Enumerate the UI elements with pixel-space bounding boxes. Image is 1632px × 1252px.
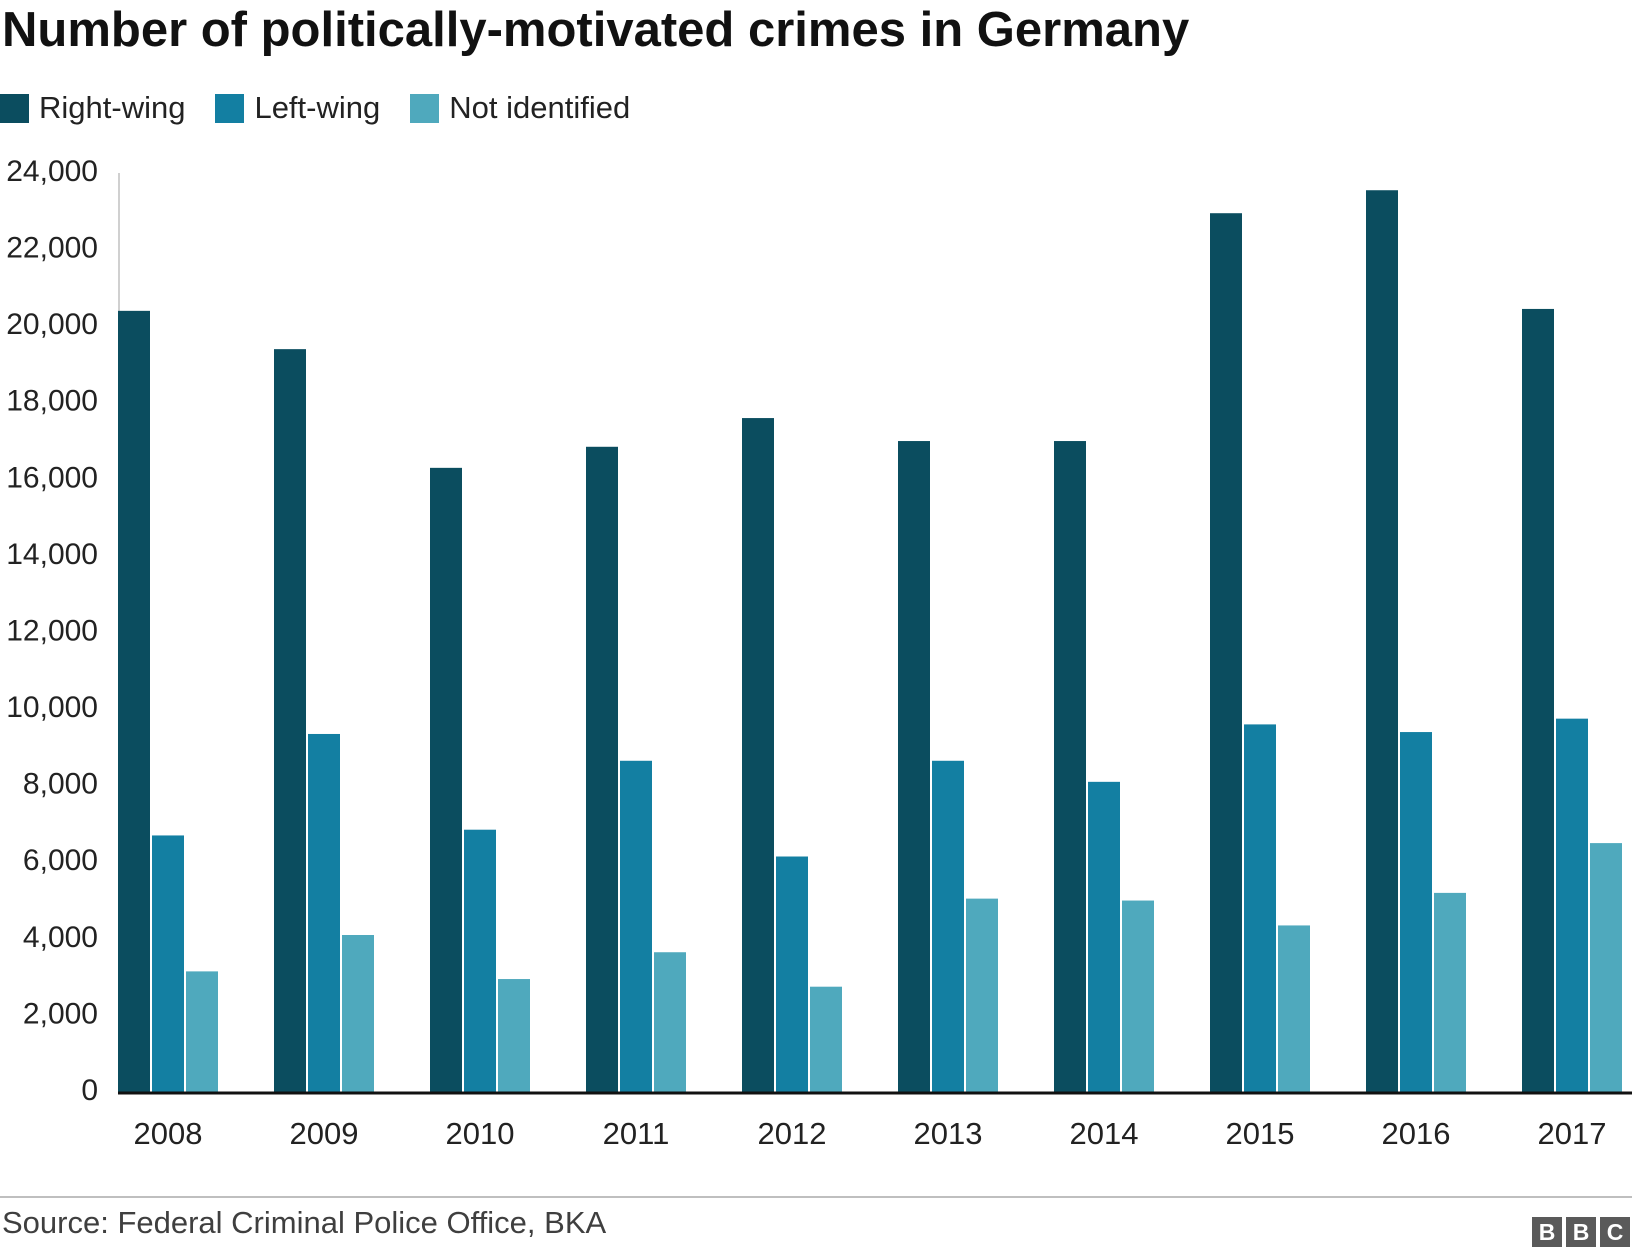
bar-left-wing-2010 [464,829,496,1092]
bar-right-wing-2008 [118,310,150,1093]
bar-not-identified-2013 [966,898,998,1092]
bar-right-wing-2014 [1054,441,1086,1093]
bar-left-wing-2012 [776,856,808,1092]
bar-not-identified-2017 [1590,843,1622,1092]
x-tick-label-2012: 2012 [758,1116,827,1151]
bar-right-wing-2017 [1522,308,1554,1092]
y-tick-label-0: 0 [81,1074,98,1107]
bar-right-wing-2016 [1366,190,1398,1092]
bbc-logo: B B C [1528,1217,1630,1247]
bar-right-wing-2012 [742,418,774,1093]
bar-left-wing-2013 [932,760,964,1092]
y-tick-label-24000: 24,000 [6,155,98,188]
bar-right-wing-2009 [274,349,306,1092]
bar-not-identified-2011 [654,952,686,1092]
source-note: Source: Federal Criminal Police Office, … [2,1205,607,1240]
bar-right-wing-2011 [586,446,618,1093]
x-tick-label-2016: 2016 [1382,1116,1451,1151]
x-tick-label-2013: 2013 [914,1116,983,1151]
bar-not-identified-2012 [810,986,842,1092]
y-tick-label-18000: 18,000 [6,385,98,418]
bbc-logo-block-1: B [1532,1217,1562,1247]
y-axis-ticks: 0 2,000 4,000 6,000 8,000 10,000 12,000 14,000 1… [6,155,98,1107]
x-axis-ticks: 2008 2009 2010 2011 2012 2013 2014 2015 2016 2017 [134,1116,1607,1151]
legend-swatch-left-wing [215,93,245,123]
y-tick-label-22000: 22,000 [6,232,98,265]
bar-right-wing-2015 [1210,213,1242,1093]
legend: Right-wing Left-wing Not identified [0,88,660,128]
y-tick-label-6000: 6,000 [23,844,98,877]
y-tick-label-10000: 10,000 [6,691,98,724]
bar-not-identified-2010 [498,979,530,1092]
bar-not-identified-2009 [342,935,374,1092]
y-tick-label-2000: 2,000 [23,997,98,1030]
bar-left-wing-2017 [1556,718,1588,1092]
bbc-logo-block-2: B [1566,1217,1596,1247]
legend-item-not-identified: Not identified [410,90,630,126]
bbc-logo-block-3: C [1600,1217,1630,1247]
legend-label-not-identified: Not identified [449,90,631,125]
bar-left-wing-2015 [1244,724,1276,1092]
legend-swatch-right-wing [0,93,29,123]
bar-left-wing-2014 [1088,781,1120,1092]
y-tick-label-14000: 14,000 [6,538,98,571]
bar-not-identified-2015 [1278,925,1310,1092]
x-tick-label-2014: 2014 [1070,1116,1139,1151]
bar-right-wing-2013 [898,441,930,1093]
y-tick-label-16000: 16,000 [6,461,98,494]
x-tick-label-2017: 2017 [1538,1116,1607,1151]
footer-divider [0,1196,1632,1198]
bar-not-identified-2008 [186,971,218,1092]
bar-right-wing-2010 [430,467,462,1092]
bar-left-wing-2011 [620,760,652,1092]
legend-item-left-wing: Left-wing [215,90,380,126]
legend-label-right-wing: Right-wing [39,90,186,125]
x-tick-label-2011: 2011 [603,1116,670,1151]
x-tick-label-2010: 2010 [446,1116,515,1151]
x-tick-label-2015: 2015 [1226,1116,1295,1151]
legend-item-right-wing: Right-wing [0,90,185,126]
chart-plot: 0 2,000 4,000 6,000 8,000 10,000 12,000 14,000 1… [6,155,1632,1151]
chart-title: Number of politically-motivated crimes i… [2,3,1190,57]
y-tick-label-20000: 20,000 [6,308,98,341]
bar-left-wing-2016 [1400,732,1432,1092]
bar-not-identified-2014 [1122,900,1154,1092]
bars [118,190,1622,1093]
x-tick-label-2008: 2008 [134,1116,203,1151]
bar-left-wing-2008 [152,835,184,1092]
y-tick-label-12000: 12,000 [6,614,98,647]
bar-not-identified-2016 [1434,892,1466,1092]
legend-swatch-not-identified [410,93,440,123]
x-tick-label-2009: 2009 [290,1116,359,1151]
y-tick-label-8000: 8,000 [23,768,98,801]
y-tick-label-4000: 4,000 [23,921,98,954]
legend-label-left-wing: Left-wing [254,90,381,125]
bar-left-wing-2009 [308,733,340,1092]
